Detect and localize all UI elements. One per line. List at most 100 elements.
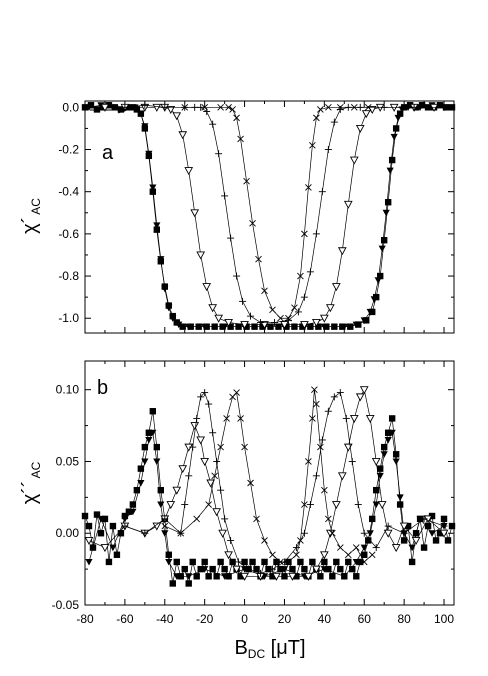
data-point-square — [253, 565, 260, 573]
data-point-plus — [324, 146, 332, 154]
data-point-square — [217, 558, 224, 566]
data-point-triangle-down-open — [383, 529, 393, 538]
x-tick-label: 40 — [318, 612, 332, 626]
data-point-x — [217, 104, 224, 111]
data-point-x — [313, 400, 320, 408]
data-point-triangle-down-open — [331, 501, 341, 510]
data-point-square — [249, 558, 256, 566]
data-point-square — [265, 565, 272, 573]
data-point-square — [149, 188, 157, 195]
data-point-plus — [372, 544, 380, 552]
data-point-plus — [193, 414, 201, 422]
data-point-triangle-down-filled — [386, 167, 394, 175]
data-point-square — [197, 565, 204, 573]
data-point-triangle-down-open — [214, 314, 223, 323]
data-point-x — [277, 314, 284, 322]
data-point-square — [392, 451, 400, 458]
data-point-triangle-down-open — [319, 314, 329, 323]
series-triangle-down-open — [100, 103, 439, 330]
data-point-triangle-down-filled — [153, 458, 161, 466]
data-point-square — [273, 558, 280, 566]
data-point-plus — [201, 389, 209, 397]
data-point-triangle-down-open — [212, 508, 222, 517]
panel-b-series — [81, 386, 456, 587]
data-point-triangle-down-open — [304, 572, 313, 581]
data-point-triangle-down-filled — [352, 558, 360, 566]
data-point-square — [377, 465, 384, 472]
data-point-square — [149, 408, 157, 415]
data-point-triangle-down-open — [343, 200, 353, 209]
data-point-plus — [306, 501, 314, 509]
panel-b-ticks — [84, 361, 454, 606]
data-point-square — [384, 199, 392, 206]
data-point-x — [237, 135, 244, 143]
data-point-square — [380, 237, 388, 244]
data-point-plus — [270, 318, 278, 326]
data-point-plus — [348, 457, 356, 465]
data-point-triangle-down-open — [272, 572, 281, 581]
data-point-plus — [384, 522, 392, 530]
data-point-triangle-down-open — [196, 251, 206, 260]
data-point-square — [448, 522, 456, 530]
x-tick-label: -40 — [156, 612, 174, 626]
data-point-square — [141, 443, 149, 451]
data-point-triangle-down-filled — [376, 472, 384, 480]
data-point-plus — [318, 188, 326, 196]
data-point-triangle-down-filled — [129, 508, 137, 516]
data-point-square — [349, 565, 356, 573]
data-point-square — [81, 512, 89, 520]
data-point-x — [352, 544, 360, 551]
data-point-square — [363, 317, 370, 324]
data-point-x — [325, 515, 332, 523]
series-line — [88, 431, 445, 577]
data-point-x — [269, 306, 276, 314]
data-point-square — [321, 558, 328, 566]
data-point-plus — [221, 192, 229, 200]
data-point-triangle-down-open — [202, 283, 212, 292]
panel-a-ticks — [84, 101, 454, 333]
data-point-triangle-down-filled — [392, 458, 400, 466]
data-point-square — [205, 573, 212, 580]
data-point-square — [201, 558, 208, 566]
data-point-square — [309, 558, 316, 566]
data-point-plus — [324, 407, 332, 415]
x-tick-label: 0 — [241, 612, 248, 626]
data-point-square — [353, 573, 360, 580]
data-point-triangle-down-open — [337, 247, 347, 256]
series-line — [84, 104, 453, 328]
data-point-triangle-down-filled — [396, 494, 404, 501]
data-point-triangle-down-open — [359, 386, 369, 395]
data-point-triangle-down-open — [178, 465, 188, 474]
data-point-triangle-down-filled — [366, 530, 374, 537]
data-point-square — [101, 515, 109, 523]
data-point-plus — [342, 414, 350, 422]
data-point-square — [361, 551, 368, 558]
x-tick-label: -60 — [116, 612, 134, 626]
data-point-x — [336, 104, 344, 111]
data-point-x — [277, 558, 284, 566]
data-point-square — [221, 565, 228, 573]
data-point-square — [444, 537, 452, 544]
data-point-square — [408, 558, 416, 566]
data-point-triangle-down-filled — [221, 323, 229, 331]
data-point-square — [173, 558, 180, 566]
data-point-x — [368, 551, 376, 559]
series-line — [124, 391, 445, 574]
data-point-plus — [239, 297, 247, 305]
data-point-square — [333, 558, 340, 566]
data-point-triangle-down-open — [365, 414, 375, 423]
data-point-square — [420, 544, 428, 551]
data-point-triangle-down-filled — [380, 451, 388, 458]
data-point-square — [179, 323, 186, 330]
data-point-square — [153, 226, 161, 233]
panel-a-frame — [84, 100, 455, 334]
data-point-square — [396, 501, 404, 508]
data-point-x — [241, 443, 248, 451]
sweep-direction-arrow — [90, 106, 128, 114]
y-tick-label: -0.4 — [58, 185, 79, 199]
series-line — [124, 104, 445, 323]
data-point-plus — [209, 429, 217, 437]
data-point-square — [436, 530, 444, 537]
data-point-square — [337, 565, 344, 573]
data-point-square — [117, 530, 125, 537]
